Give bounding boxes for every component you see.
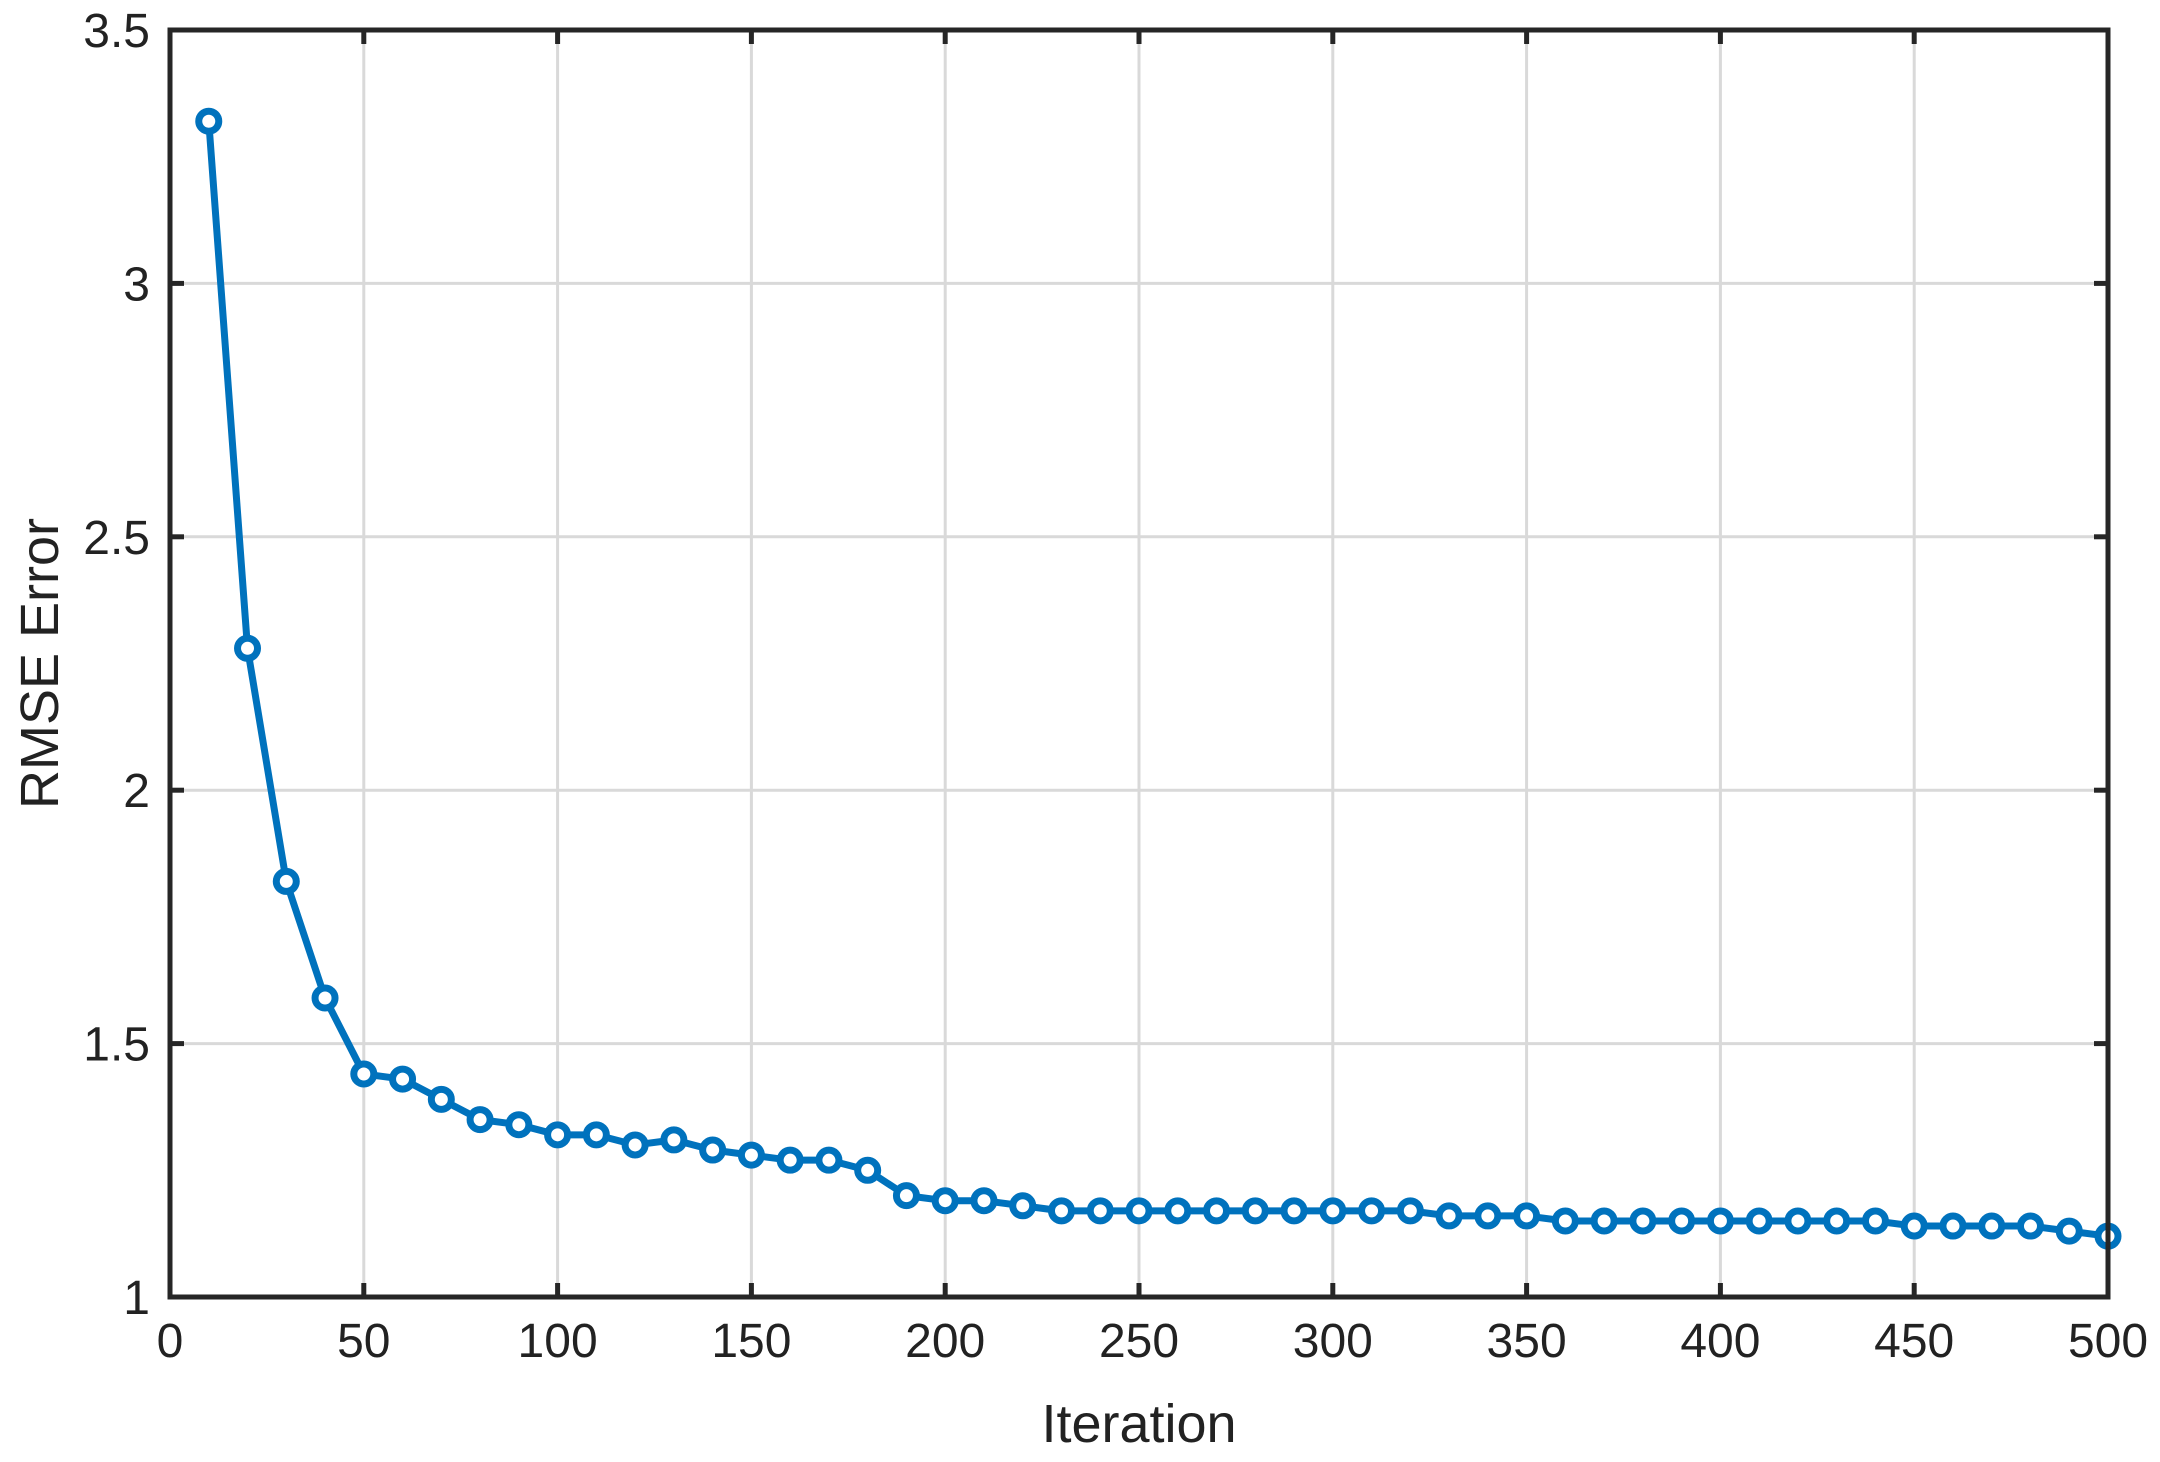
data-point-marker: [1629, 1207, 1657, 1235]
grid: [170, 30, 2108, 1297]
data-point-marker: [1706, 1207, 1734, 1235]
y-tick-label: 1: [123, 1272, 150, 1325]
data-point-marker: [854, 1156, 882, 1184]
x-axis-tick-labels: 0 50 100 150 200 250 300 350 400 450 500: [157, 1315, 2148, 1368]
data-point-marker: [660, 1126, 688, 1154]
data-point-marker: [699, 1136, 727, 1164]
y-tick-label: 3.5: [83, 5, 150, 58]
data-point-marker: [1203, 1197, 1231, 1225]
data-point-marker: [1784, 1207, 1812, 1235]
x-tick-label: 350: [1487, 1315, 1567, 1368]
data-point-marker: [1474, 1202, 1502, 1230]
data-point-marker: [1009, 1192, 1037, 1220]
series-line: [205, 120, 2109, 1240]
data-point-marker: [1939, 1212, 1967, 1240]
y-axis-label: RMSE Error: [10, 518, 70, 809]
data-point-marker: [1358, 1197, 1386, 1225]
x-tick-label: 50: [337, 1315, 390, 1368]
data-point-marker: [1590, 1207, 1618, 1235]
x-tick-label: 0: [157, 1315, 184, 1368]
data-point-marker: [544, 1121, 572, 1149]
data-point-marker: [1241, 1197, 1269, 1225]
data-point-marker: [1280, 1197, 1308, 1225]
data-point-marker: [931, 1187, 959, 1215]
data-point-marker: [1861, 1207, 1889, 1235]
data-point-marker: [1900, 1212, 1928, 1240]
data-point-marker: [1047, 1197, 1075, 1225]
data-point-marker: [505, 1111, 533, 1139]
x-tick-label: 450: [1874, 1315, 1954, 1368]
x-tick-label: 200: [905, 1315, 985, 1368]
data-point-marker: [2016, 1212, 2044, 1240]
data-point-marker: [272, 867, 300, 895]
data-point-marker: [427, 1085, 455, 1113]
x-tick-label: 150: [711, 1315, 791, 1368]
data-point-marker: [2055, 1217, 2083, 1245]
data-point-marker: [1435, 1202, 1463, 1230]
y-tick-label: 2.5: [83, 512, 150, 565]
data-point-marker: [582, 1121, 610, 1149]
data-point-marker: [389, 1065, 417, 1093]
x-axis-label: Iteration: [1041, 1394, 1236, 1454]
data-point-marker: [776, 1146, 804, 1174]
data-point-marker: [1513, 1202, 1541, 1230]
data-point-marker: [737, 1141, 765, 1169]
data-point-marker: [234, 634, 262, 662]
data-point-marker: [1396, 1197, 1424, 1225]
y-tick-label: 3: [123, 258, 150, 311]
data-point-marker: [815, 1146, 843, 1174]
data-point-marker: [1164, 1197, 1192, 1225]
data-point-marker: [350, 1060, 378, 1088]
x-tick-label: 400: [1680, 1315, 1760, 1368]
x-tick-label: 100: [518, 1315, 598, 1368]
data-point-marker: [1978, 1212, 2006, 1240]
data-point-marker: [970, 1187, 998, 1215]
data-point-marker: [1823, 1207, 1851, 1235]
x-tick-label: 300: [1293, 1315, 1373, 1368]
axis-ticks: [167, 27, 2111, 1300]
data-point-marker: [1086, 1197, 1114, 1225]
y-tick-label: 2: [123, 765, 150, 818]
x-tick-label: 500: [2068, 1315, 2148, 1368]
y-tick-label: 1.5: [83, 1019, 150, 1072]
data-point-marker: [1668, 1207, 1696, 1235]
series-rmse: [195, 107, 2122, 1250]
data-point-marker: [1551, 1207, 1579, 1235]
data-point-marker: [311, 984, 339, 1012]
data-point-marker: [466, 1106, 494, 1134]
data-point-marker: [892, 1182, 920, 1210]
y-axis-tick-labels: 1 1.5 2 2.5 3 3.5: [83, 5, 150, 1325]
data-point-marker: [195, 107, 223, 135]
data-point-marker: [1745, 1207, 1773, 1235]
data-point-marker: [1319, 1197, 1347, 1225]
x-tick-label: 250: [1099, 1315, 1179, 1368]
data-point-marker: [621, 1131, 649, 1159]
data-point-marker: [1125, 1197, 1153, 1225]
